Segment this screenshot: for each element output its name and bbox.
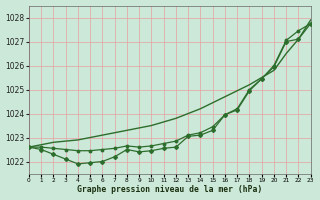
X-axis label: Graphe pression niveau de la mer (hPa): Graphe pression niveau de la mer (hPa) — [77, 185, 262, 194]
